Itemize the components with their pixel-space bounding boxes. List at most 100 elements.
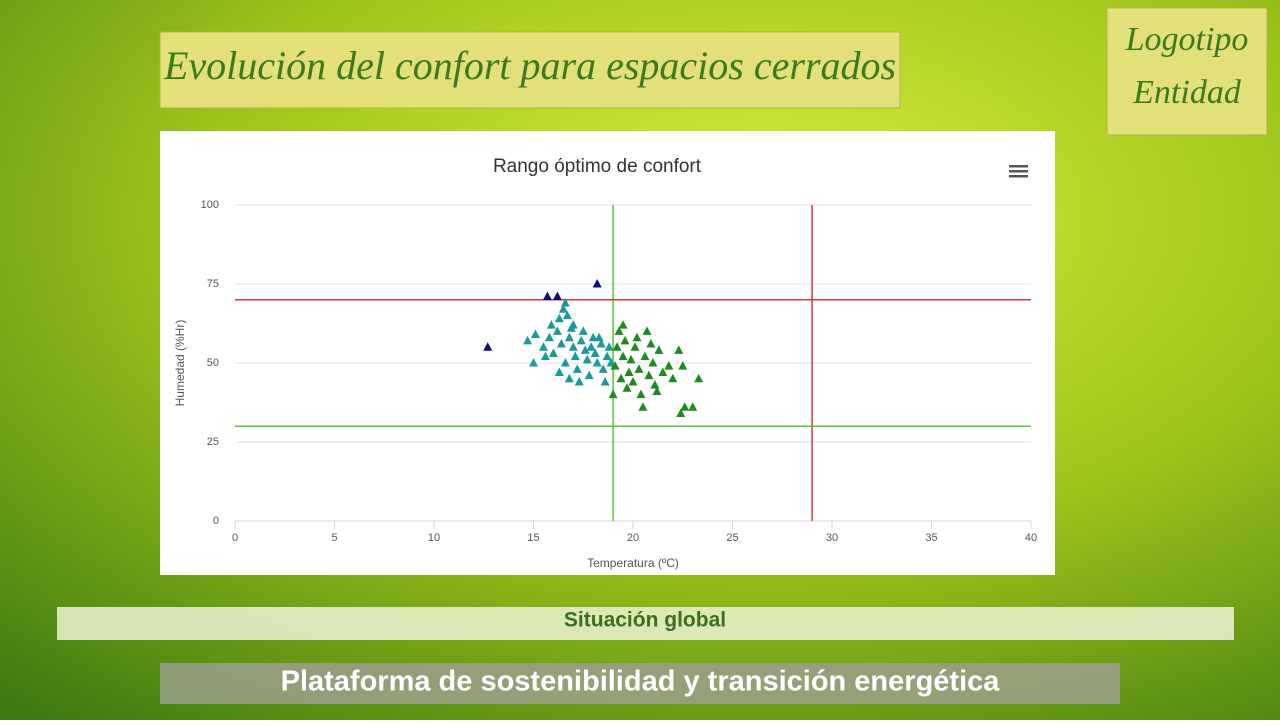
scatter-point [530, 329, 540, 339]
scatter-point [674, 345, 684, 354]
scatter-point [556, 339, 566, 348]
scatter-point [552, 291, 562, 301]
scatter-point [562, 310, 572, 320]
scatter-point [650, 380, 660, 389]
scatter-point [560, 297, 570, 307]
scatter-point [548, 348, 558, 358]
scatter-point [596, 339, 606, 348]
x-tick-label: 20 [627, 532, 639, 544]
x-tick-label: 40 [1025, 532, 1037, 544]
logo-text: Logotipo [1125, 21, 1249, 58]
y-tick-label: 100 [201, 199, 219, 211]
scatter-point [654, 345, 664, 354]
scatter-point [618, 320, 628, 329]
scatter-point [594, 332, 604, 342]
scatter-point [622, 383, 632, 392]
scatter-point [644, 370, 654, 380]
scatter-point [600, 376, 610, 386]
scatter-point [580, 345, 590, 354]
x-axis-label: Temperatura (ºC) [587, 556, 679, 570]
scatter-point [570, 351, 580, 361]
scatter-point [642, 326, 652, 335]
scatter-point [538, 342, 548, 351]
x-tick-label: 10 [428, 532, 440, 544]
scatter-point [523, 335, 533, 345]
scatter-point [590, 348, 600, 358]
scatter-point [626, 354, 636, 364]
scatter-point [554, 367, 564, 376]
scatter-point [602, 351, 612, 361]
scatter-point [592, 279, 602, 288]
scatter-point [624, 367, 634, 376]
scatter-point [568, 320, 578, 329]
scatter-point [578, 326, 588, 335]
scatter-point [529, 358, 538, 367]
scatter-point [576, 335, 586, 345]
scatter-point [558, 304, 568, 313]
title-box [159, 31, 901, 109]
scatter-point [542, 291, 552, 301]
scatter-point [636, 389, 646, 399]
logo-text: Entidad [1132, 74, 1242, 111]
menu-icon[interactable] [1009, 165, 1028, 178]
logo-box [1106, 7, 1268, 136]
scatter-point [628, 376, 638, 386]
scatter-point [688, 402, 698, 411]
scatter-point [483, 342, 493, 351]
scatter-point [606, 358, 616, 367]
y-tick-label: 0 [213, 515, 219, 527]
x-tick-label: 0 [232, 532, 238, 544]
scatter-point [648, 358, 658, 367]
scatter-point [680, 402, 690, 411]
scatter-point [694, 373, 704, 383]
scatter-point [614, 326, 624, 335]
x-tick-label: 5 [331, 532, 337, 544]
scatter-point [582, 354, 592, 364]
scatter-point [564, 373, 574, 383]
x-tick-label: 15 [527, 532, 539, 544]
scatter-point [664, 361, 674, 370]
scatter-point [668, 373, 678, 383]
scatter-point [574, 376, 584, 386]
scatter-point [618, 351, 628, 361]
scatter-point [608, 389, 618, 399]
chart-title: Rango óptimo de confort [493, 156, 702, 177]
scatter-point [678, 361, 688, 370]
scatter-point [554, 313, 564, 323]
scatter-point [552, 326, 562, 335]
scatter-point [612, 342, 622, 351]
scatter-point [544, 332, 554, 342]
x-tick-label: 25 [726, 532, 738, 544]
scatter-point [584, 370, 594, 380]
scatter-point [598, 364, 608, 373]
scatter-point [568, 342, 578, 351]
section-bar [57, 607, 1234, 640]
scatter-point [546, 320, 556, 329]
page-title: Evolución del confort para espacios cerr… [163, 43, 896, 88]
y-axis-label: Humedad (%Hr) [173, 320, 187, 407]
x-tick-label: 30 [826, 532, 838, 544]
footer-bar [160, 663, 1120, 704]
section-title: Situación global [564, 609, 726, 632]
scatter-point [676, 408, 686, 418]
scatter-point [592, 358, 602, 367]
scatter-point [634, 364, 644, 373]
y-tick-label: 25 [207, 436, 219, 448]
scatter-point [638, 402, 648, 411]
scatter-point [604, 342, 614, 351]
scatter-point [652, 386, 662, 395]
scatter-point [632, 332, 642, 342]
scatter-point [610, 361, 620, 370]
scatter-point [646, 339, 656, 348]
x-tick-label: 35 [925, 532, 937, 544]
scatter-point [560, 358, 570, 367]
scatter-point [658, 367, 668, 376]
scatter-point [586, 342, 596, 351]
y-tick-label: 75 [207, 278, 219, 290]
footer-text: Plataforma de sostenibilidad y transició… [281, 666, 1001, 698]
scatter-point [616, 373, 626, 383]
y-tick-label: 50 [207, 357, 219, 369]
scatter-point [564, 332, 574, 342]
